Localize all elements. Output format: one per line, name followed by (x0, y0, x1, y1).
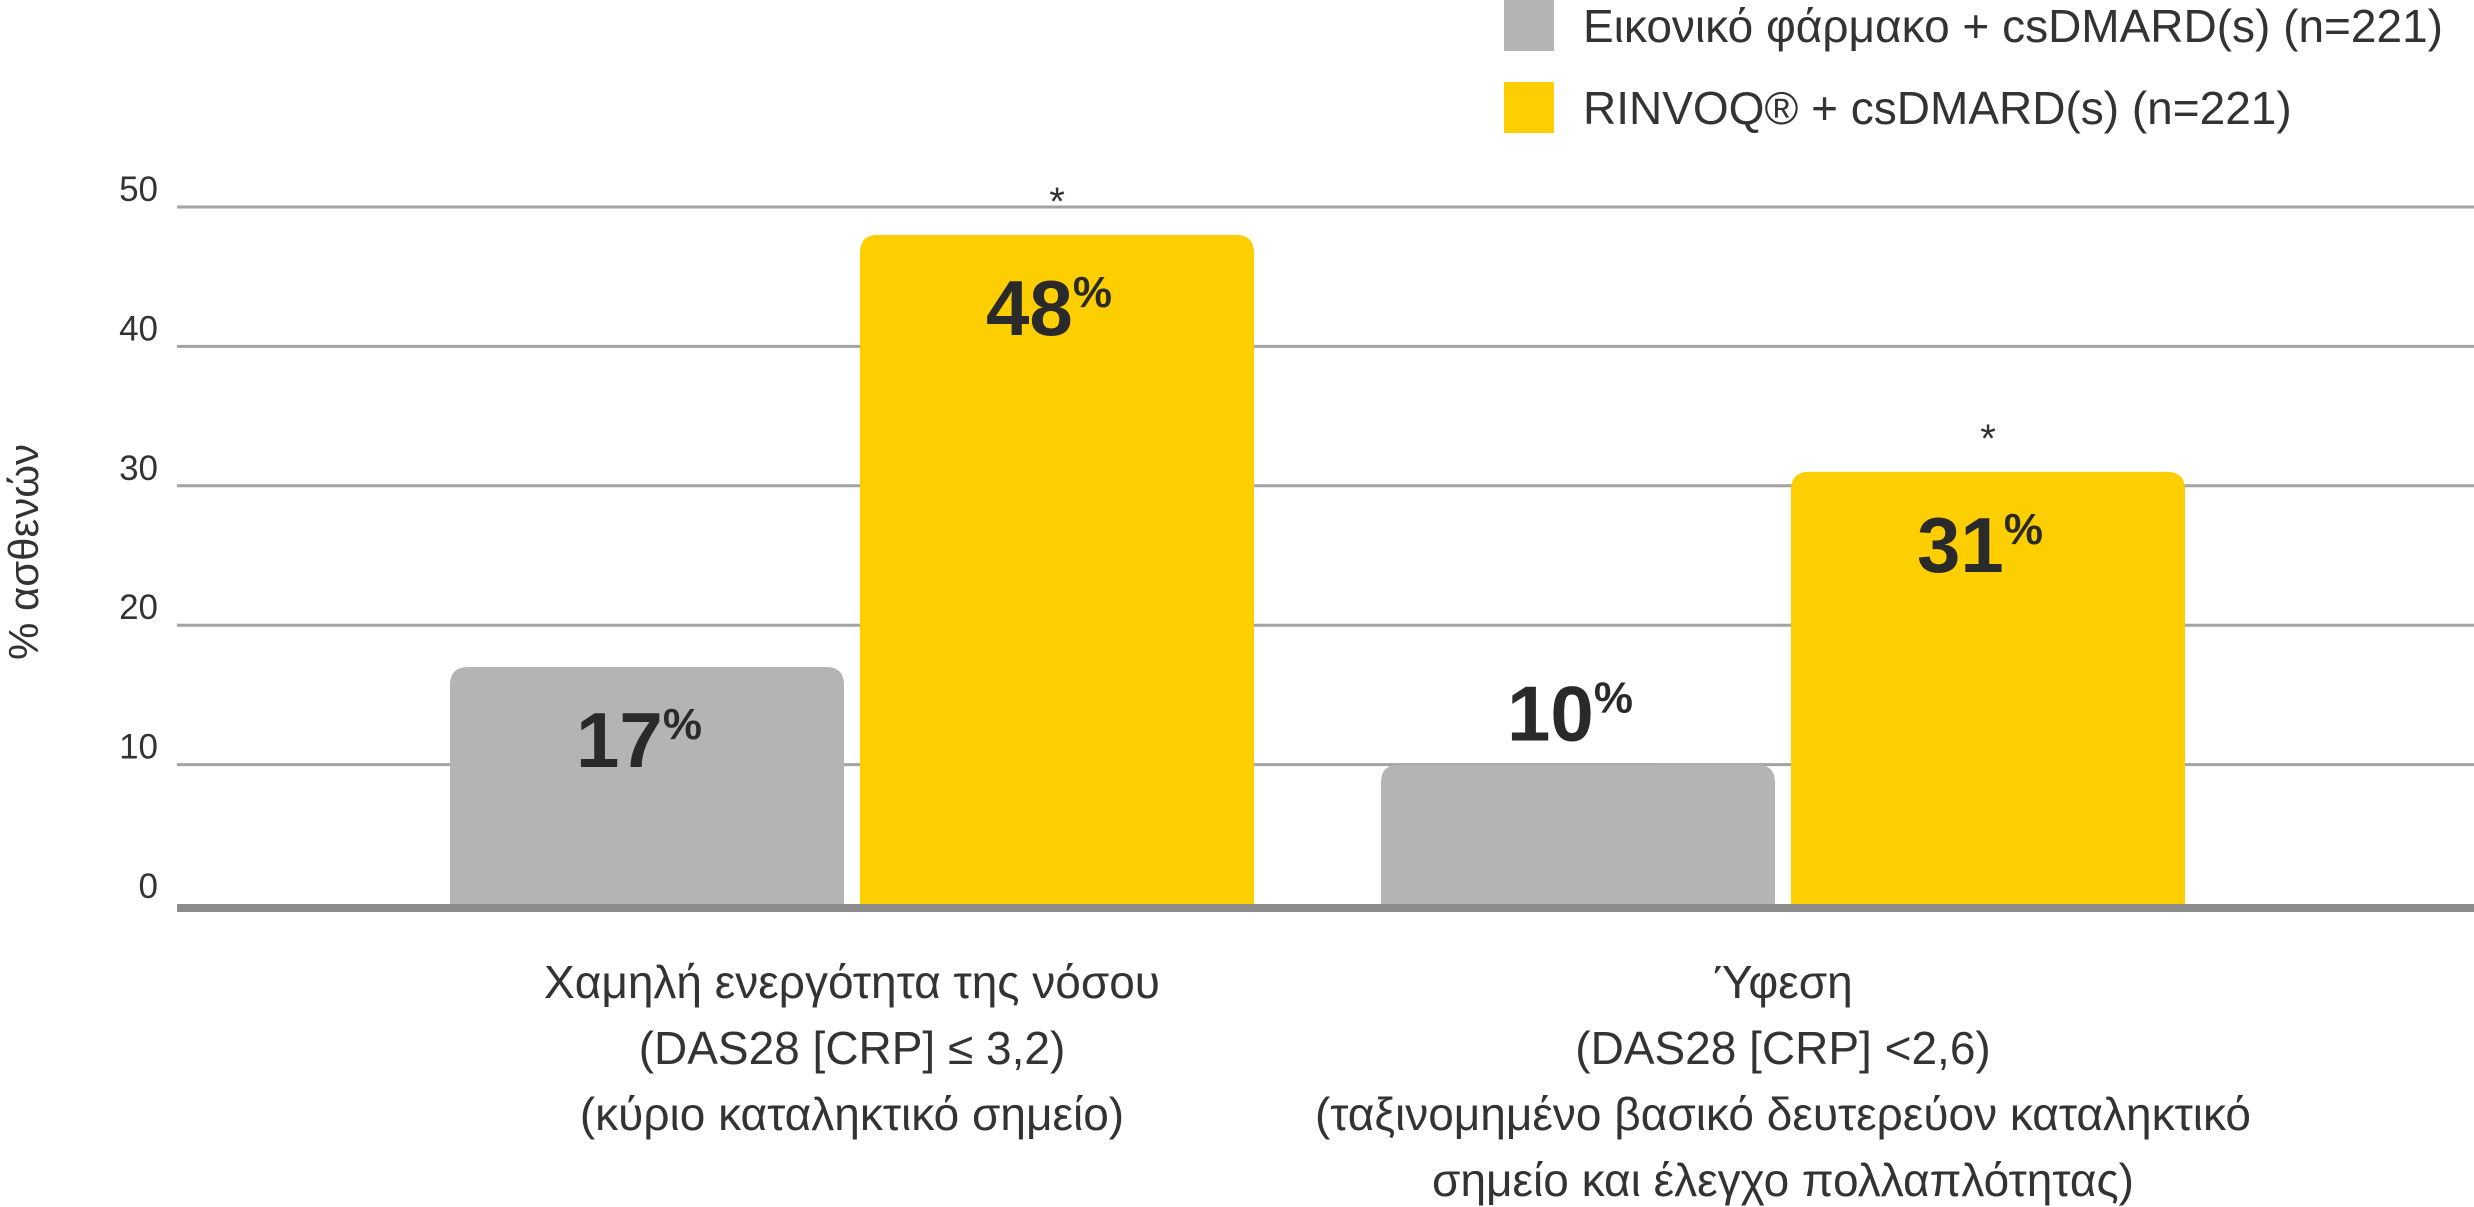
x-category-label: Χαμηλή ενεργότητα της νόσου (544, 956, 1160, 1008)
y-tick-label: 10 (119, 728, 158, 767)
data-label: 17% (576, 696, 702, 784)
y-tick-label: 40 (119, 309, 158, 348)
bar (1791, 471, 2185, 904)
x-category-label: (DAS28 [CRP] <2,6) (1575, 1022, 1990, 1074)
y-tick-label: 50 (119, 170, 158, 209)
legend-swatch (1504, 82, 1554, 133)
y-axis-label: % ασθενών (0, 444, 47, 660)
x-category-label: (ταξινομημένο βασικό δευτερεύον καταληκτ… (1315, 1088, 2251, 1140)
bar (450, 667, 844, 904)
legend-swatch (1504, 0, 1554, 51)
data-label: 31% (1917, 501, 2043, 589)
bar (1381, 764, 1775, 904)
x-category-label: σημείο και έλεγχο πολλαπλότητας) (1432, 1154, 2134, 1206)
x-category-label: Ύφεση (1713, 956, 1852, 1008)
x-category-label: (κύριο καταληκτικό σημείο) (580, 1088, 1124, 1140)
significance-marker: * (1980, 417, 1996, 461)
bar (860, 234, 1254, 904)
y-tick-label: 20 (119, 588, 158, 627)
x-category-label: (DAS28 [CRP] ≤ 3,2) (639, 1022, 1066, 1074)
y-tick-label: 30 (119, 449, 158, 488)
y-tick-label: 0 (139, 867, 158, 906)
significance-marker: * (1049, 180, 1065, 224)
data-label: 10% (1507, 670, 1633, 758)
legend-label: RINVOQ® + csDMARD(s) (n=221) (1583, 82, 2292, 134)
data-label: 48% (986, 264, 1112, 352)
legend-label: Εικονικό φάρμακο + csDMARD(s) (n=221) (1583, 0, 2443, 52)
